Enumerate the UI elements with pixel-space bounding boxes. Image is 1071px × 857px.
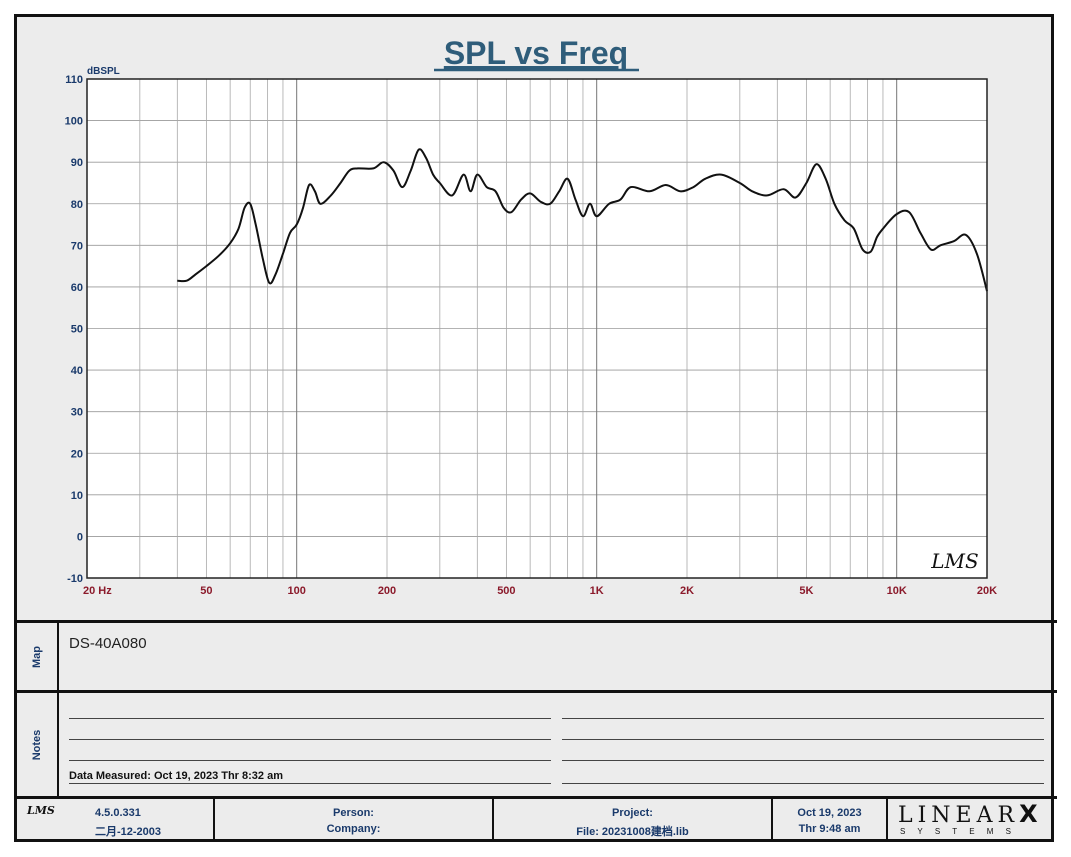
x-tick-label: 20K [977,585,997,597]
build-date-text: 二月-12-2003 [95,826,162,838]
y-tick-label: 50 [71,324,83,336]
x-tick-labels: 20 Hz 50 100 200 500 1K 2K 5K 10K 20K [83,585,997,597]
x-tick-label: 1K [590,585,604,597]
footer-person-cell: Person: Company: [215,799,494,842]
footer: LMS 4.5.0.331 二月-12-2003 Person: Company… [17,799,1057,842]
y-tick-label: 110 [65,74,83,86]
y-tick-label: 20 [71,448,83,460]
x-tick-label: 50 [200,585,212,597]
grid-lines [86,78,988,579]
note-line [562,760,1044,761]
person-label: Person: [333,807,374,819]
company-label: Company: [326,823,381,835]
note-line [562,739,1044,740]
footer-project-cell: Project: File: 20231008建档.lib [494,799,773,842]
y-tick-label: 80 [71,199,83,211]
x-tick-label: 10K [887,585,907,597]
report-sheet: SPL vs Freq dBSPL -10 0 10 20 30 40 50 60 70 80 90… [14,14,1057,842]
separator-line [17,796,1057,799]
time-text: Thr 9:48 am [798,823,861,835]
x-tick-label: 200 [378,585,396,597]
brand-x-icon: X [1019,800,1038,828]
footer-date-cell: Oct 19, 2023 Thr 9:48 am [773,799,888,842]
note-line [69,783,551,784]
x-tick-label: 20 Hz [83,585,112,597]
y-tick-label: 10 [71,490,83,502]
y-tick-label: 0 [77,531,83,543]
chart-area: SPL vs Freq dBSPL -10 0 10 20 30 40 50 60 70 80 90… [17,17,1057,623]
file-label: File: 20231008建档.lib [576,826,689,838]
brand-main-text: LINEAR [898,803,1020,828]
data-measured-text: Data Measured: Oct 19, 2023 Thr 8:32 am [69,770,283,782]
spl-chart: SPL vs Freq dBSPL -10 0 10 20 30 40 50 60 70 80 90… [65,35,998,597]
spl-curve [177,148,988,292]
y-tick-label: -10 [67,573,83,585]
note-line [69,760,551,761]
note-line [562,718,1044,719]
date-text: Oct 19, 2023 [797,807,862,819]
plot-frame [86,78,988,579]
notes-sidebar: Notes [17,693,59,796]
map-label: Map [31,645,43,668]
map-name: DS-40A080 [69,635,147,652]
separator-line [17,690,1057,693]
y-tick-label: 100 [65,116,83,128]
notes-label: Notes [31,729,43,760]
footer-brand-cell: LINEARX S Y S T E M S [888,799,1057,842]
x-tick-label: 2K [680,585,694,597]
y-tick-label: 60 [71,282,83,294]
map-sidebar: Map [17,623,59,690]
note-line [69,739,551,740]
version-text: 4.5.0.331 [95,807,141,819]
x-tick-label: 5K [799,585,813,597]
x-tick-label: 500 [497,585,515,597]
linearx-brand: LINEARX [898,800,1038,828]
lms-logo: LMS [27,804,55,817]
y-axis-unit-label: dBSPL [87,66,120,77]
footer-version-cell: LMS 4.5.0.331 二月-12-2003 [17,799,215,842]
chart-title: SPL vs Freq [444,35,628,71]
note-line [69,718,551,719]
x-tick-label: 100 [288,585,306,597]
y-tick-label: 70 [71,240,83,252]
separator-line [17,620,1057,623]
y-tick-label: 40 [71,365,83,377]
y-tick-labels: -10 0 10 20 30 40 50 60 70 80 90 100 110 [65,74,83,585]
project-label: Project: [612,807,653,819]
lms-watermark: LMS [930,549,978,573]
y-tick-label: 90 [71,157,83,169]
brand-sub-text: S Y S T E M S [900,827,1016,836]
y-tick-label: 30 [71,407,83,419]
note-line [562,783,1044,784]
